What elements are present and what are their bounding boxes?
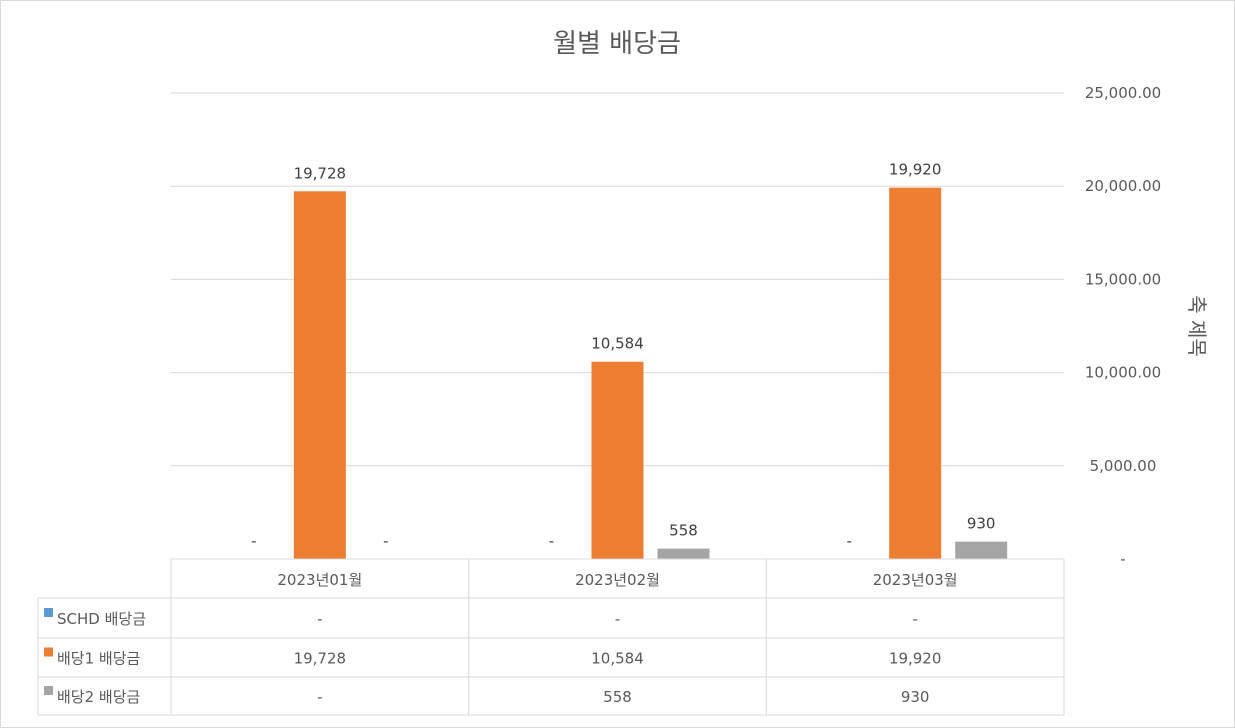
data-label: - [549, 532, 554, 550]
table-cell: - [317, 610, 322, 628]
y-axis-ticks: - 5,000.00 10,000.00 15,000.00 20,000.00 25,0… [1085, 84, 1161, 568]
y-tick-label: 25,000.00 [1085, 84, 1161, 102]
data-table: 2023년01월 2023년02월 2023년03월 SCHD 배당금 - - - 배당1 배… [37, 558, 1065, 716]
y-tick-label: 10,000.00 [1085, 364, 1161, 382]
bar [889, 187, 942, 559]
y-axis-title: 축 제목 [1185, 295, 1209, 357]
legend-swatch [44, 686, 53, 695]
legend-label: 배당2 배당금 [57, 688, 141, 706]
data-label: - [251, 532, 256, 550]
data-label: 10,584 [591, 335, 644, 353]
table-cell: - [912, 610, 917, 628]
table-cell: 558 [603, 688, 632, 706]
y-tick-label: - [1120, 550, 1125, 568]
y-tick-label: 15,000.00 [1085, 270, 1161, 288]
table-cell: 10,584 [591, 650, 644, 668]
legend-label: SCHD 배당금 [57, 610, 146, 628]
data-labels: - 19,728 - - 10,584 558 - 19,920 930 [251, 161, 995, 550]
bar [657, 548, 710, 559]
data-label: 930 [967, 515, 996, 533]
data-label: 19,728 [294, 164, 347, 182]
category-label: 2023년03월 [873, 571, 958, 589]
data-label: - [846, 532, 851, 550]
table-cell: - [317, 688, 322, 706]
table-cell: 19,920 [889, 650, 942, 668]
category-label: 2023년01월 [277, 571, 362, 589]
category-label: 2023년02월 [575, 571, 660, 589]
y-tick-label: 5,000.00 [1090, 457, 1157, 475]
bars [293, 187, 1008, 559]
legend-swatch [44, 647, 53, 657]
data-label: 19,920 [889, 161, 942, 179]
chart-title: 월별 배당금 [553, 29, 681, 59]
data-label: - [383, 532, 388, 550]
bar [293, 191, 346, 559]
bar [955, 541, 1008, 559]
data-label: 558 [669, 522, 698, 540]
legend-swatch [44, 608, 53, 617]
table-cell: 930 [901, 688, 930, 706]
table-cell: 19,728 [294, 650, 347, 668]
bar [591, 361, 644, 559]
legend-label: 배당1 배당금 [57, 650, 141, 668]
table-cell: - [615, 610, 620, 628]
y-tick-label: 20,000.00 [1085, 177, 1161, 195]
